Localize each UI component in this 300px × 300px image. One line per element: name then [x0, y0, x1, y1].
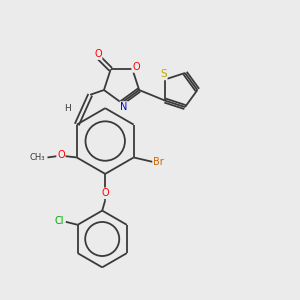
Text: O: O — [102, 188, 110, 198]
Text: H: H — [64, 104, 70, 113]
Text: O: O — [132, 62, 140, 72]
Text: CH₃: CH₃ — [30, 153, 45, 162]
Text: Cl: Cl — [55, 216, 64, 226]
Text: O: O — [57, 150, 65, 161]
Text: Br: Br — [153, 157, 164, 167]
Text: O: O — [94, 49, 102, 59]
Text: N: N — [120, 102, 128, 112]
Text: S: S — [160, 69, 167, 80]
